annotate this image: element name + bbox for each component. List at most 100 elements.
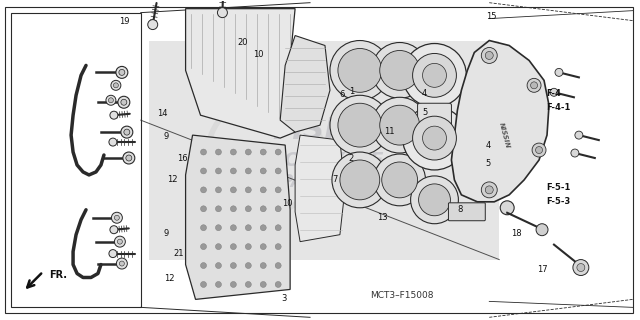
Circle shape bbox=[109, 138, 117, 146]
Text: FR.: FR. bbox=[49, 269, 67, 279]
Circle shape bbox=[245, 225, 252, 231]
Text: 15: 15 bbox=[486, 12, 496, 21]
Text: 9: 9 bbox=[164, 132, 169, 140]
Circle shape bbox=[485, 186, 493, 194]
Circle shape bbox=[123, 152, 135, 164]
Circle shape bbox=[216, 149, 221, 155]
Text: PARTS: PARTS bbox=[280, 173, 339, 191]
Text: 12: 12 bbox=[164, 274, 174, 283]
Polygon shape bbox=[186, 135, 290, 300]
Circle shape bbox=[372, 97, 428, 153]
Circle shape bbox=[245, 187, 252, 193]
Text: F-4-1: F-4-1 bbox=[546, 103, 571, 112]
Text: 2: 2 bbox=[349, 154, 354, 163]
Circle shape bbox=[260, 262, 266, 268]
Circle shape bbox=[124, 129, 130, 135]
Circle shape bbox=[113, 83, 118, 88]
Circle shape bbox=[121, 99, 127, 105]
Circle shape bbox=[200, 168, 207, 174]
Circle shape bbox=[380, 105, 420, 145]
Circle shape bbox=[230, 225, 236, 231]
Circle shape bbox=[230, 244, 236, 250]
Circle shape bbox=[260, 168, 266, 174]
Text: 16: 16 bbox=[177, 154, 188, 163]
Circle shape bbox=[275, 262, 281, 268]
Text: 7: 7 bbox=[333, 175, 338, 184]
Circle shape bbox=[200, 262, 207, 268]
Polygon shape bbox=[148, 41, 499, 260]
Circle shape bbox=[555, 68, 563, 76]
Text: 18: 18 bbox=[511, 229, 522, 238]
Circle shape bbox=[573, 260, 589, 276]
Text: 12: 12 bbox=[167, 175, 177, 184]
Text: F-5-3: F-5-3 bbox=[546, 197, 570, 206]
Text: 10: 10 bbox=[282, 198, 292, 207]
Text: 3: 3 bbox=[282, 294, 287, 303]
Text: 4: 4 bbox=[486, 141, 491, 150]
Text: 5: 5 bbox=[486, 159, 491, 168]
Circle shape bbox=[403, 44, 467, 107]
Circle shape bbox=[332, 152, 388, 208]
Text: 4: 4 bbox=[422, 89, 428, 98]
Text: F-4: F-4 bbox=[546, 89, 561, 98]
Circle shape bbox=[260, 187, 266, 193]
Circle shape bbox=[500, 201, 514, 215]
Circle shape bbox=[230, 187, 236, 193]
Text: 6: 6 bbox=[339, 90, 344, 99]
Circle shape bbox=[200, 149, 207, 155]
Text: 17: 17 bbox=[537, 265, 547, 275]
Text: 11: 11 bbox=[384, 127, 394, 136]
Text: 13: 13 bbox=[378, 213, 388, 222]
Text: MOTORCYCLE: MOTORCYCLE bbox=[236, 150, 384, 170]
Circle shape bbox=[413, 116, 456, 160]
Circle shape bbox=[330, 41, 390, 100]
Text: MSP: MSP bbox=[273, 116, 348, 145]
Circle shape bbox=[230, 282, 236, 287]
Text: 20: 20 bbox=[237, 38, 248, 47]
Circle shape bbox=[110, 226, 118, 234]
Circle shape bbox=[485, 52, 493, 60]
Circle shape bbox=[380, 51, 420, 90]
Circle shape bbox=[230, 262, 236, 268]
Circle shape bbox=[115, 236, 125, 247]
Circle shape bbox=[330, 95, 390, 155]
Text: F-5-1: F-5-1 bbox=[546, 183, 571, 192]
Circle shape bbox=[119, 69, 125, 76]
FancyBboxPatch shape bbox=[449, 203, 485, 221]
Circle shape bbox=[106, 95, 116, 105]
Circle shape bbox=[532, 143, 546, 157]
Circle shape bbox=[275, 187, 281, 193]
Circle shape bbox=[372, 43, 428, 98]
Text: 10: 10 bbox=[253, 50, 264, 59]
Circle shape bbox=[245, 244, 252, 250]
Circle shape bbox=[118, 96, 130, 108]
Circle shape bbox=[230, 206, 236, 212]
Circle shape bbox=[121, 126, 133, 138]
Circle shape bbox=[275, 282, 281, 287]
Circle shape bbox=[571, 149, 579, 157]
Text: 14: 14 bbox=[157, 109, 168, 118]
Circle shape bbox=[260, 244, 266, 250]
Text: 19: 19 bbox=[119, 17, 130, 26]
Circle shape bbox=[218, 8, 227, 18]
Circle shape bbox=[108, 98, 113, 103]
Circle shape bbox=[111, 80, 121, 90]
Circle shape bbox=[536, 224, 548, 236]
Circle shape bbox=[230, 168, 236, 174]
Circle shape bbox=[575, 131, 583, 139]
Circle shape bbox=[200, 282, 207, 287]
Circle shape bbox=[422, 126, 447, 150]
Circle shape bbox=[200, 225, 207, 231]
Circle shape bbox=[260, 225, 266, 231]
Circle shape bbox=[200, 206, 207, 212]
Polygon shape bbox=[295, 135, 345, 242]
Circle shape bbox=[117, 239, 122, 244]
Circle shape bbox=[111, 212, 122, 223]
Circle shape bbox=[216, 282, 221, 287]
Circle shape bbox=[531, 82, 538, 89]
Circle shape bbox=[550, 88, 558, 96]
Circle shape bbox=[275, 149, 281, 155]
Circle shape bbox=[148, 20, 157, 29]
Circle shape bbox=[200, 244, 207, 250]
Text: 1: 1 bbox=[349, 87, 354, 96]
